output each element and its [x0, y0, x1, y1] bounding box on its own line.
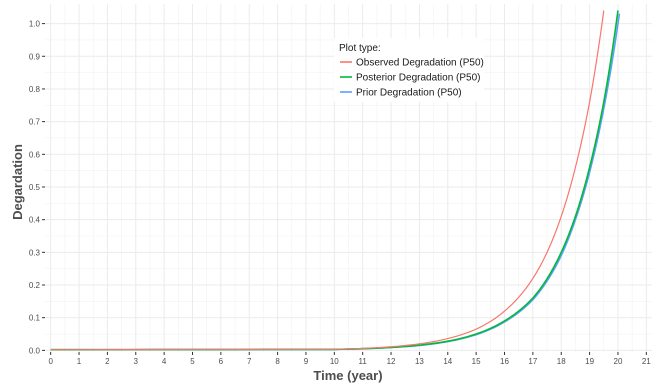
x-tick-label: 8 [275, 357, 280, 366]
y-tick-label: 0.9 [29, 52, 41, 61]
x-tick-label: 12 [387, 357, 396, 366]
x-tick-label: 16 [500, 357, 509, 366]
legend-title: Plot type: [339, 43, 381, 54]
y-tick-label: 0.3 [29, 248, 41, 257]
y-tick-label: 0.2 [29, 281, 41, 290]
x-tick-label: 3 [134, 357, 139, 366]
x-tick-label: 5 [190, 357, 195, 366]
x-tick-label: 9 [304, 357, 309, 366]
y-tick-label: 0.4 [29, 216, 41, 225]
x-tick-label: 2 [105, 357, 110, 366]
x-tick-label: 7 [247, 357, 252, 366]
legend-items: Observed Degradation (P50) Posterior Degr… [340, 58, 484, 99]
y-tick-label: 1.0 [29, 20, 41, 29]
x-tick-label: 18 [557, 357, 566, 366]
x-tick-label: 1 [77, 357, 82, 366]
x-tick-label: 21 [642, 357, 651, 366]
y-axis-title: Degardation [10, 144, 25, 220]
legend: Plot type: Observed Degradation (P50) Pos… [334, 38, 484, 102]
x-tick-label: 13 [415, 357, 424, 366]
x-tick-label: 4 [162, 357, 167, 366]
x-tick-label: 14 [443, 357, 452, 366]
y-tick-label: 0.1 [29, 314, 41, 323]
series-layer [50, 10, 621, 351]
x-tick-label: 10 [330, 357, 339, 366]
y-tick-label: 0.7 [29, 118, 41, 127]
series-line-observed-degradation-p50 [50, 10, 605, 351]
grid-minor [45, 4, 652, 352]
x-tick-label: 19 [585, 357, 594, 366]
x-tick-label: 17 [528, 357, 537, 366]
legend-label: Prior Degradation (P50) [356, 88, 462, 99]
y-tick-label: 0.8 [29, 85, 41, 94]
y-tick-label: 0.0 [29, 346, 41, 355]
x-axis-title: Time (year) [313, 368, 382, 383]
x-axis-ticks: 0 1 2 3 4 5 6 7 8 9 10 11 12 13 14 15 16 17 18 19 20 21 [48, 352, 651, 366]
y-tick-label: 0.5 [29, 183, 41, 192]
x-tick-label: 20 [614, 357, 623, 366]
x-tick-label: 6 [219, 357, 224, 366]
x-tick-label: 11 [359, 357, 368, 366]
y-tick-label: 0.6 [29, 150, 41, 159]
legend-background [334, 38, 484, 102]
legend-label: Observed Degradation (P50) [356, 58, 484, 69]
y-axis-ticks: 0.0 0.1 0.2 0.3 0.4 0.5 0.6 0.7 0.8 0.9 1.0 [29, 20, 45, 355]
x-tick-label: 0 [48, 357, 53, 366]
legend-label: Posterior Degradation (P50) [356, 73, 481, 84]
x-tick-label: 15 [472, 357, 481, 366]
